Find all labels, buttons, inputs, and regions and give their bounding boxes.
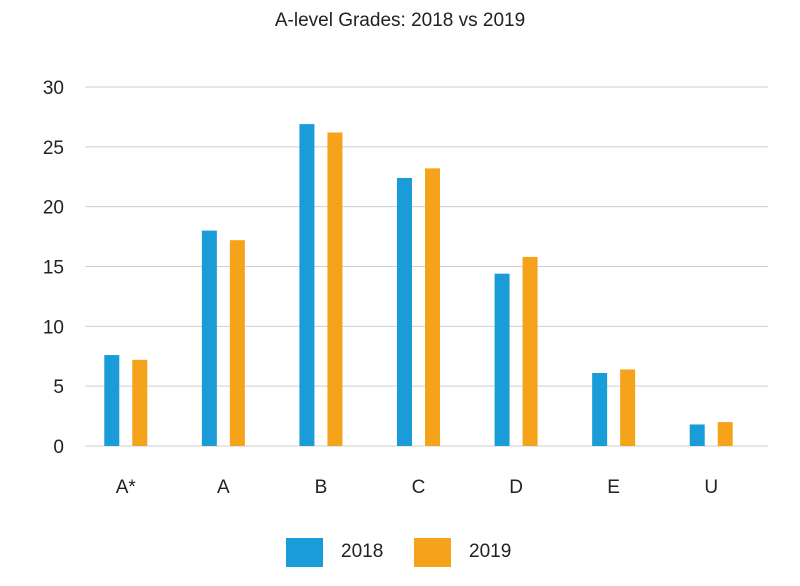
y-tick-label: 10 (43, 317, 64, 338)
y-tick-label: 5 (53, 377, 64, 398)
bar-2019-U (717, 422, 733, 446)
bar-2019-C (425, 168, 440, 446)
x-tick-label: C (412, 477, 426, 498)
legend-swatch-series-2 (414, 537, 451, 567)
y-tick-label: 0 (53, 437, 64, 458)
x-tick-label: A* (116, 477, 137, 498)
chart-legend: 2018 2019 (0, 537, 800, 567)
x-tick-label: U (704, 477, 718, 498)
y-tick-label: 15 (43, 258, 64, 279)
bar-2018-A (201, 230, 217, 446)
bar-2018-C (397, 177, 412, 447)
bar-2019-B (327, 132, 343, 446)
chart-title: A-level Grades: 2018 vs 2019 (274, 10, 526, 31)
bar-2018-D (494, 273, 510, 446)
bar-2018-U (689, 424, 705, 446)
bar-2018-E (592, 373, 608, 446)
x-tick-label: B (315, 477, 328, 498)
y-tick-label: 30 (43, 78, 64, 99)
x-tick-label: E (607, 477, 620, 498)
legend-label-series-2: 2019 (469, 541, 512, 562)
bar-2019-A (229, 240, 245, 446)
legend-label-series-1: 2018 (341, 541, 384, 562)
x-tick-label: A (217, 477, 230, 498)
bar-2019-A* (132, 359, 148, 446)
legend-item-series-1: 2018 (286, 537, 383, 567)
bar-chart: 0 5 10 15 20 25 30 A* A B C D E U (43, 78, 768, 498)
y-tick-label: 20 (43, 198, 64, 219)
legend-item-series-2: 2019 (414, 537, 511, 567)
bar-2018-A* (104, 355, 120, 446)
legend-swatch-series-1 (286, 537, 323, 567)
x-tick-label: D (509, 477, 523, 498)
bar-2018-B (299, 124, 315, 446)
bar-2019-E (620, 369, 636, 446)
bar-2019-D (522, 256, 538, 446)
y-tick-label: 25 (43, 138, 64, 159)
